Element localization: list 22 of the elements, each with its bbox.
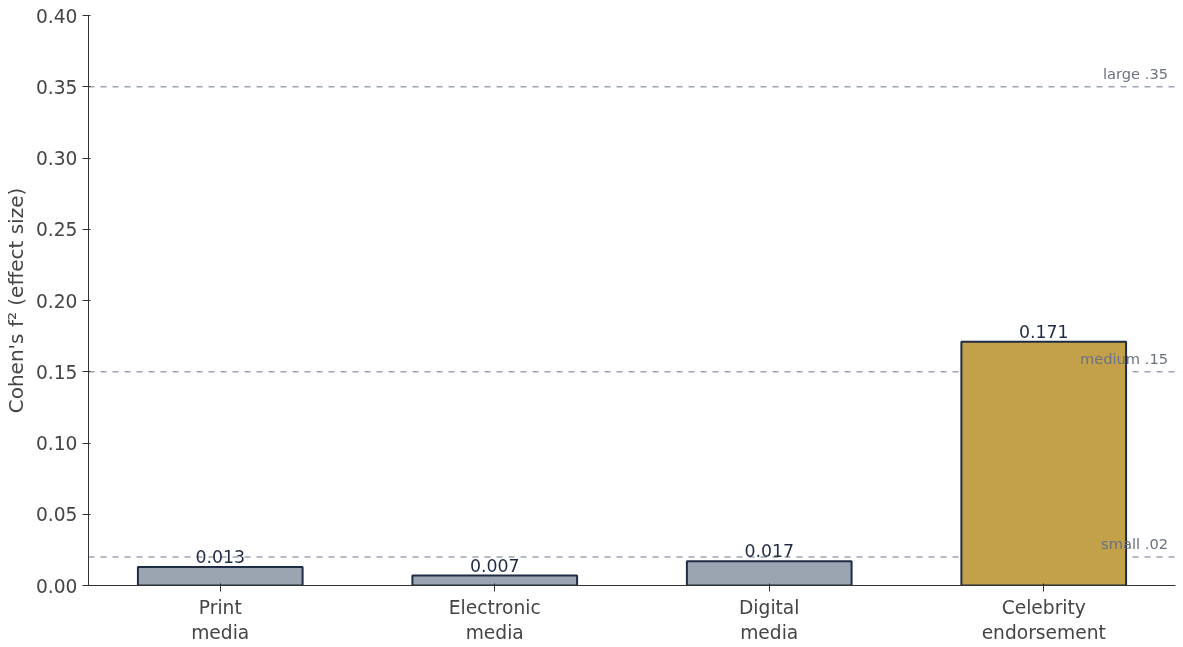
data-label: 0.007: [469, 555, 520, 576]
y-tick-label: 0.35: [35, 76, 78, 98]
y-tick-label: 0.25: [35, 219, 78, 241]
x-tick-label: Digital media: [738, 596, 800, 643]
bar: [136, 565, 304, 586]
data-label: 0.171: [1018, 321, 1069, 342]
y-tick-label: 0.15: [35, 361, 78, 383]
y-tick-label: 0.00: [35, 575, 78, 597]
data-label: 0.013: [195, 546, 246, 567]
x-tick-label: Print media: [191, 596, 250, 643]
x-tick-label: Electronic media: [448, 596, 541, 643]
data-label: 0.017: [744, 541, 795, 562]
y-tick-label: 0.20: [35, 290, 78, 312]
y-tick-label: 0.10: [35, 433, 78, 454]
x-tick-label: Celebrity endorsement: [981, 596, 1106, 643]
y-axis-title: Cohen's f² (effect size): [3, 187, 28, 414]
y-tick-label: 0.30: [35, 148, 78, 169]
bar: [411, 574, 579, 586]
y-tick-label: 0.40: [35, 5, 78, 27]
y-tick-label: 0.05: [35, 504, 78, 526]
bar: [685, 560, 853, 586]
ref-line-label: large .35: [1102, 64, 1169, 82]
